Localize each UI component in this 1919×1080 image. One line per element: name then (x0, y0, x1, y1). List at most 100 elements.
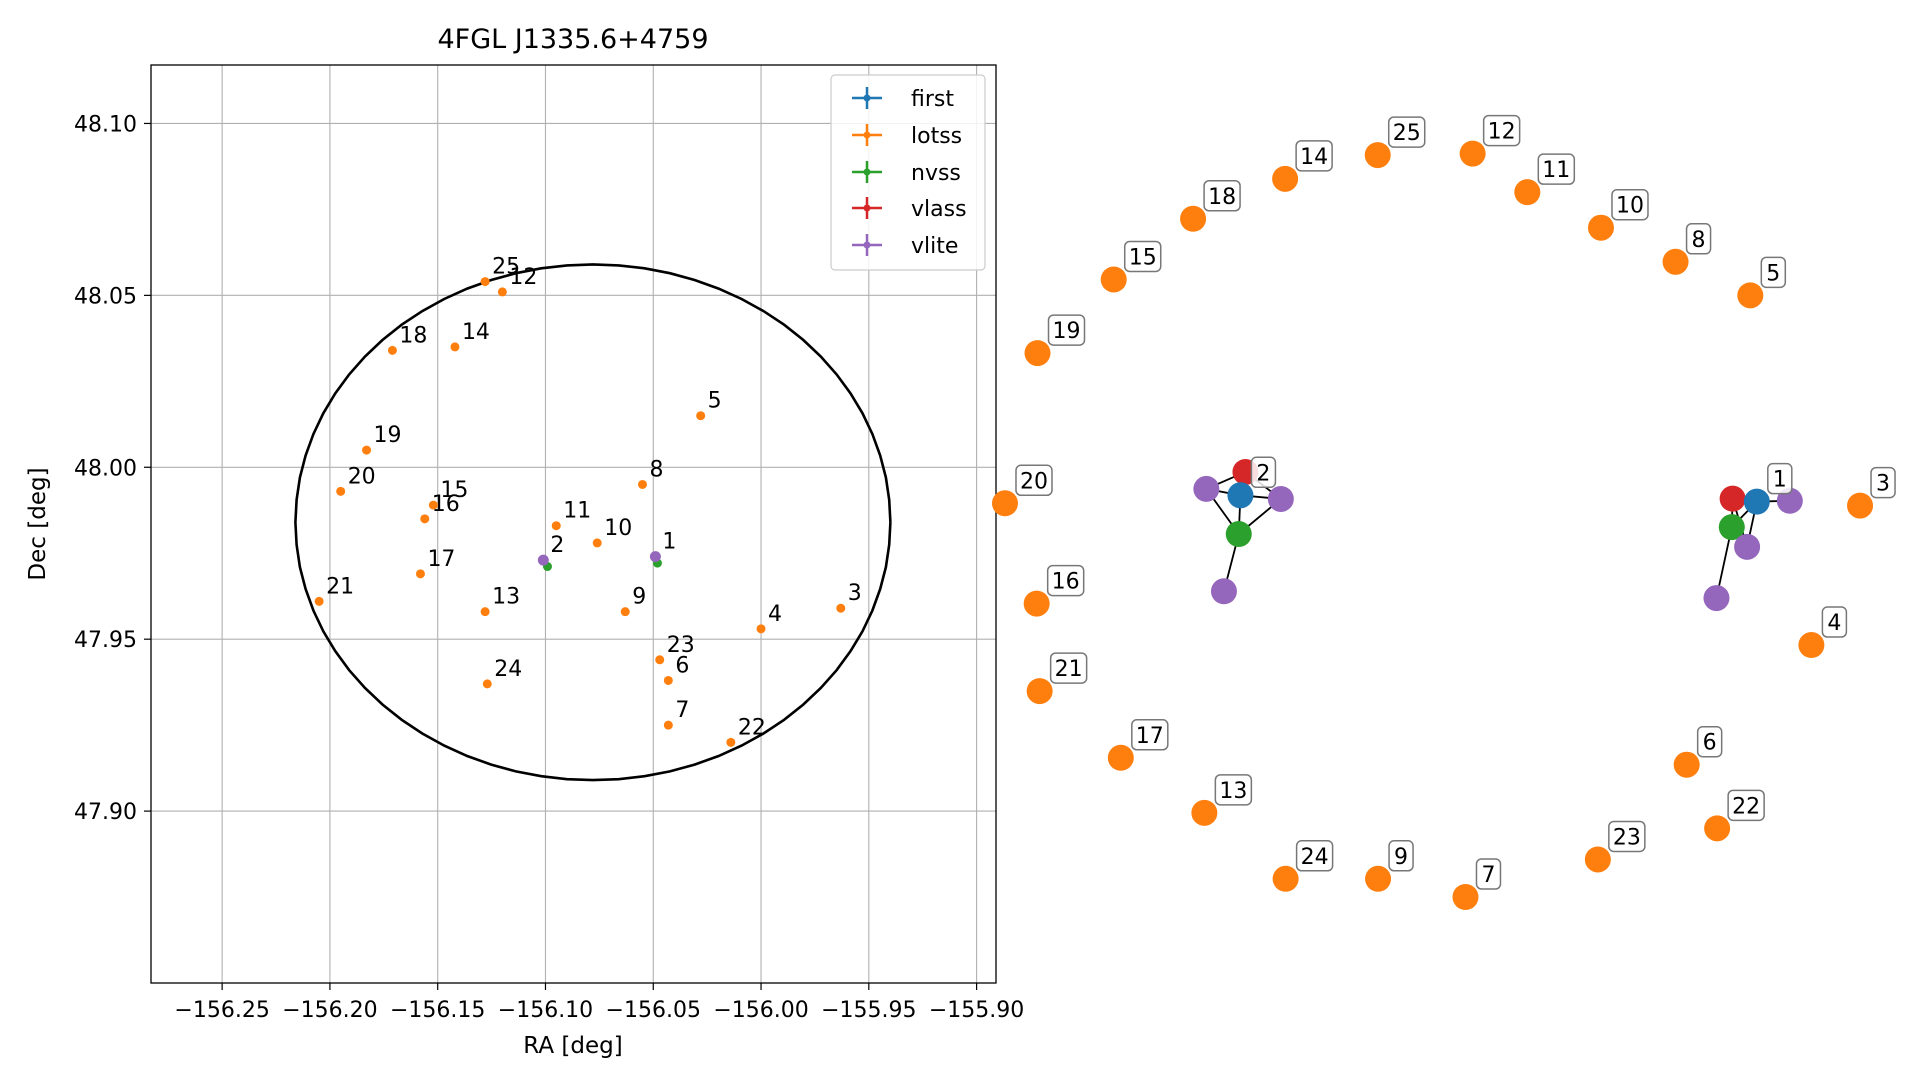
source-label-24: 24 (494, 657, 522, 682)
node-label-box-15: 15 (1123, 240, 1162, 273)
source-label-15: 15 (440, 478, 468, 503)
node-label-frame (1046, 564, 1085, 597)
y-tick-label: 48.10 (74, 112, 137, 137)
node-12 (1459, 140, 1486, 167)
node-label-frame (1015, 464, 1053, 497)
x-tick-label: −155.90 (929, 998, 1024, 1023)
node-label-box-19: 19 (1047, 314, 1086, 346)
x-tick-label: −156.20 (282, 998, 377, 1023)
source-point-21 (314, 596, 324, 606)
node-vlite-b5 (1703, 585, 1730, 612)
node-9 (1365, 865, 1392, 892)
legend-entry-first: first (852, 87, 954, 112)
node-label-frame (1214, 774, 1253, 806)
node-label-box-10: 10 (1611, 188, 1649, 221)
node-11 (1514, 179, 1541, 206)
node-15 (1100, 266, 1127, 293)
node-label-frame (1611, 188, 1649, 221)
node-label-frame (1047, 314, 1086, 346)
node-label-4: 4 (1827, 611, 1841, 636)
source-label-6: 6 (675, 653, 689, 678)
node-10 (1587, 214, 1614, 241)
node-label-21: 21 (1055, 657, 1083, 682)
x-tick-label: −155.95 (821, 998, 916, 1023)
node-label-22: 22 (1732, 794, 1760, 819)
source-point-4 (756, 624, 766, 634)
node-label-frame (1387, 116, 1426, 148)
node-label-box-2: 2 (1250, 456, 1277, 489)
source-point-8 (637, 479, 647, 489)
source-label-10: 10 (604, 516, 632, 541)
node-17 (1107, 744, 1134, 771)
node-label-23: 23 (1613, 825, 1641, 850)
source-point-10 (592, 538, 602, 548)
node-label-box-4: 4 (1821, 606, 1848, 638)
source-label-11: 11 (563, 499, 591, 524)
node-19 (1024, 340, 1051, 367)
legend-label-first: first (911, 87, 954, 112)
source-point-25 (480, 277, 490, 287)
node-label-frame (1608, 820, 1646, 853)
node-label-6: 6 (1703, 731, 1717, 756)
node-13 (1191, 799, 1218, 826)
node-8 (1662, 248, 1689, 275)
x-tick-label: −156.15 (390, 998, 485, 1023)
node-label-box-17: 17 (1131, 719, 1169, 751)
node-label-frame (1203, 180, 1241, 212)
source-label-4: 4 (768, 602, 782, 627)
ticks-layer: −156.25 −156.20 −156.15 −156.10 −156.05 −156.… (74, 112, 1024, 1023)
node-2 (1227, 482, 1254, 509)
node-vlite-a3 (1267, 485, 1294, 512)
node-5 (1737, 282, 1764, 309)
source-point-16 (420, 514, 430, 524)
source-label-19: 19 (374, 423, 402, 448)
source-point-15 (428, 500, 438, 510)
node-label-7: 7 (1481, 863, 1495, 888)
source-label-8: 8 (649, 457, 663, 482)
node-label-frame (1388, 840, 1414, 872)
node-label-18: 18 (1208, 185, 1236, 210)
source-point-20 (336, 486, 346, 496)
node-label-frame (1537, 153, 1576, 185)
node-label-25: 25 (1393, 121, 1421, 146)
legend-entry-vlass: vlass (852, 197, 967, 222)
node-label-5: 5 (1766, 261, 1780, 286)
source-point-19 (362, 445, 372, 455)
y-tick-label: 47.95 (74, 628, 137, 653)
source-point-18 (387, 345, 397, 355)
node-label-13: 13 (1219, 779, 1247, 804)
chart-title: 4FGL J1335.6+4759 (437, 24, 708, 55)
source-label-16: 16 (432, 492, 460, 517)
node-18 (1180, 205, 1207, 232)
plot-frame (150, 64, 997, 984)
node-label-box-3: 3 (1870, 466, 1896, 499)
source-label-1: 1 (662, 530, 676, 555)
source-point-12 (497, 287, 507, 297)
node-21 (1026, 678, 1053, 705)
legend-label-nvss: nvss (911, 161, 961, 186)
node-label-frame (1696, 725, 1723, 758)
node-label-frame (1821, 606, 1848, 638)
source-point-24 (482, 679, 492, 689)
legend-dot-nvss (863, 168, 871, 176)
node-label-16: 16 (1052, 570, 1080, 595)
node-vlite-a5 (1210, 578, 1237, 605)
node-label-box-13: 13 (1214, 774, 1253, 806)
node-label-box-21: 21 (1049, 652, 1088, 684)
source-point-6 (663, 675, 673, 685)
node-vlass-b1 (1719, 485, 1746, 512)
source-point-17 (415, 569, 425, 579)
source-point-7 (663, 720, 673, 730)
node-6 (1673, 751, 1700, 778)
node-label-3: 3 (1876, 472, 1890, 497)
node-label-frame (1295, 140, 1333, 172)
node-label-17: 17 (1136, 724, 1164, 749)
node-label-box-25: 25 (1387, 116, 1426, 148)
node-label-frame (1295, 840, 1334, 872)
node-label-box-23: 23 (1608, 820, 1646, 853)
node-label-10: 10 (1616, 194, 1644, 219)
source-label-22: 22 (738, 715, 766, 740)
node-label-box-14: 14 (1295, 140, 1333, 172)
legend-entry-lotss: lotss (852, 124, 962, 149)
source-label-12: 12 (509, 265, 537, 290)
